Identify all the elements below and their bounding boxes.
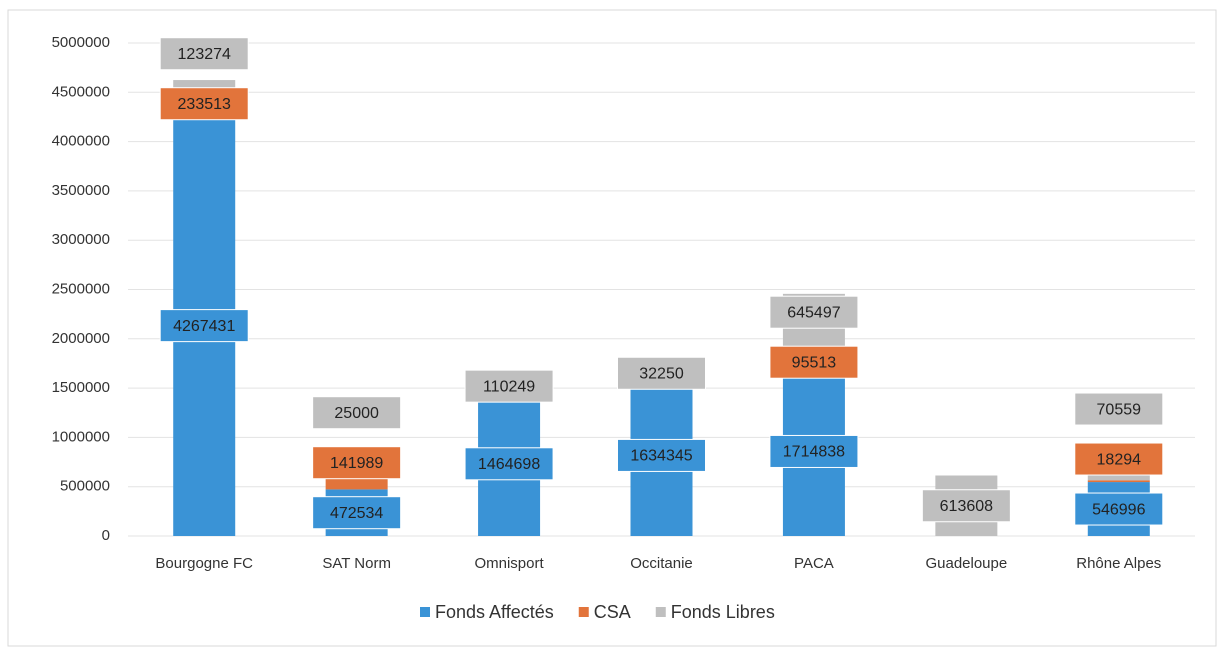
- data-label-box: [617, 438, 706, 472]
- data-label: 123274: [178, 46, 231, 63]
- y-tick-label: 5000000: [52, 34, 110, 51]
- y-tick-label: 500000: [60, 478, 110, 495]
- bar-segment: [1087, 473, 1150, 481]
- x-tick-label: Rhône Alpes: [1076, 555, 1161, 572]
- data-label-box: [312, 396, 402, 430]
- data-label-box: [769, 295, 859, 329]
- legend-swatch: [420, 607, 430, 617]
- data-label-box: [1074, 492, 1164, 526]
- data-label: 472534: [330, 505, 383, 522]
- x-tick-label: Guadeloupe: [925, 555, 1007, 572]
- data-label: 1714838: [783, 444, 845, 461]
- y-tick-label: 4000000: [52, 133, 110, 150]
- data-label: 613608: [940, 498, 993, 515]
- data-label: 32250: [639, 365, 684, 382]
- y-tick-label: 3500000: [52, 182, 110, 199]
- data-label-box: [617, 356, 706, 390]
- data-label: 95513: [792, 354, 837, 371]
- data-label-box: [1074, 442, 1164, 476]
- data-label: 18294: [1097, 451, 1142, 468]
- bar-segment: [1087, 480, 1150, 483]
- y-tick-label: 0: [102, 527, 110, 544]
- x-tick-label: Occitanie: [630, 555, 693, 572]
- data-label-box: [312, 446, 402, 480]
- y-tick-label: 1500000: [52, 379, 110, 396]
- legend-swatch: [655, 607, 666, 617]
- data-label-box: [769, 434, 859, 468]
- legend-label: Fonds Libres: [671, 602, 775, 622]
- data-label-box: [1074, 392, 1164, 426]
- y-tick-label: 3000000: [52, 231, 110, 248]
- x-tick-label: SAT Norm: [322, 555, 391, 572]
- y-tick-label: 2500000: [52, 280, 110, 297]
- data-label: 233513: [178, 96, 231, 113]
- data-label-box: [159, 309, 249, 343]
- x-tick-label: Bourgogne FC: [155, 555, 253, 572]
- legend-label: CSA: [594, 602, 631, 622]
- data-label: 4267431: [173, 318, 235, 335]
- data-label: 141989: [330, 455, 383, 472]
- data-label-box: [464, 447, 554, 481]
- legend-swatch: [578, 607, 589, 617]
- y-tick-label: 2000000: [52, 330, 110, 347]
- data-label-box: [159, 87, 249, 121]
- data-label-box: [464, 369, 554, 403]
- data-label-box: [921, 489, 1011, 523]
- data-label: 1634345: [630, 448, 692, 465]
- legend-label: Fonds Affectés: [435, 602, 554, 622]
- data-label-box: [159, 37, 249, 71]
- data-label-box: [312, 496, 402, 530]
- data-label-box: [769, 345, 859, 379]
- data-label: 546996: [1092, 501, 1145, 518]
- x-tick-label: PACA: [794, 555, 834, 572]
- x-tick-label: Omnisport: [474, 555, 544, 572]
- y-tick-label: 1000000: [52, 428, 110, 445]
- data-label: 25000: [334, 405, 379, 422]
- data-label: 110249: [483, 378, 535, 395]
- data-label: 70559: [1097, 401, 1142, 418]
- data-label: 645497: [787, 304, 840, 321]
- data-label: 1464698: [478, 456, 540, 473]
- y-tick-label: 4500000: [52, 83, 110, 100]
